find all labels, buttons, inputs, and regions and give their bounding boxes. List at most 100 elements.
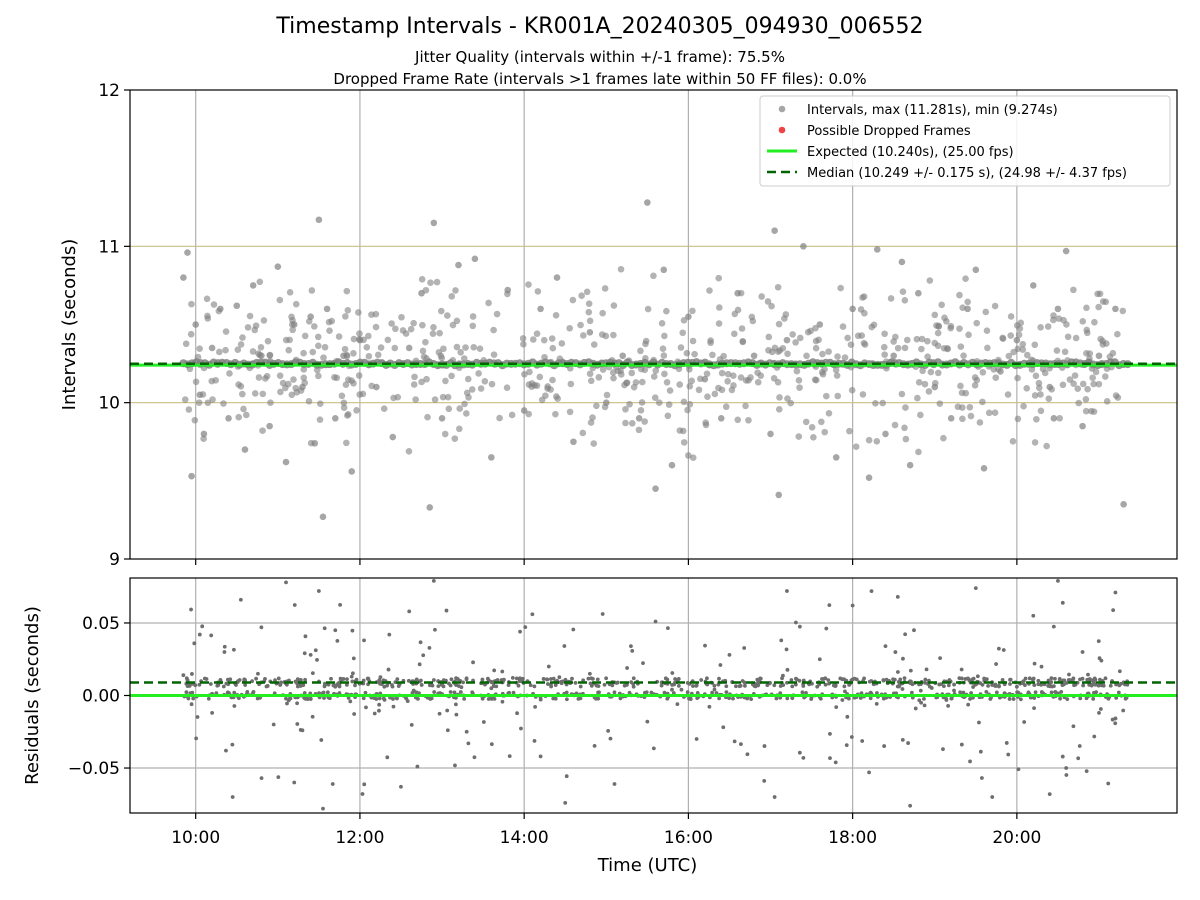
residual-point (821, 677, 826, 681)
interval-point (249, 282, 257, 289)
residual-point (1110, 717, 1115, 722)
interval-point (1023, 351, 1031, 359)
residual-point (691, 684, 695, 688)
interval-point (890, 352, 897, 360)
residual-point (319, 738, 324, 742)
residual-point (232, 704, 237, 708)
residual-point (238, 597, 243, 602)
interval-point (1056, 414, 1063, 422)
residual-point (1031, 613, 1036, 618)
residual-point (181, 673, 186, 678)
interval-point (1112, 392, 1120, 399)
residual-point (734, 684, 738, 689)
residual-point (717, 696, 722, 701)
interval-point (1014, 415, 1022, 423)
residual-point (210, 711, 215, 715)
residual-point (908, 668, 913, 673)
residual-point (485, 676, 490, 681)
residual-point (1006, 752, 1011, 757)
interval-point (626, 400, 633, 408)
interval-point (764, 298, 772, 305)
residual-point (869, 589, 874, 594)
residual-point (629, 644, 633, 649)
interval-point (617, 265, 625, 273)
residual-point (895, 594, 900, 599)
interval-point (702, 419, 709, 426)
top-ytick-label: 9 (109, 550, 120, 570)
interval-point (444, 312, 451, 319)
interval-point (1114, 330, 1121, 338)
residual-point (1087, 682, 1092, 687)
residual-point (251, 690, 256, 695)
residual-point (949, 696, 954, 701)
interval-point (477, 385, 485, 392)
residual-point (192, 641, 197, 646)
interval-point (997, 368, 1004, 375)
interval-point (311, 323, 318, 330)
interval-point (239, 334, 246, 341)
residual-point (538, 754, 543, 759)
residual-point (506, 683, 511, 688)
interval-point (536, 373, 544, 381)
interval-point (537, 305, 544, 313)
interval-point (235, 413, 243, 421)
interval-point (931, 383, 939, 391)
residual-point (1084, 769, 1089, 774)
interval-point (686, 382, 694, 390)
residual-point (337, 691, 342, 695)
interval-point (971, 382, 979, 389)
bottom-ytick-label: 0.05 (82, 614, 120, 634)
interval-point (384, 336, 392, 344)
interval-point (344, 307, 352, 314)
residual-point (978, 749, 983, 754)
residual-point (986, 683, 991, 688)
residual-point (350, 679, 355, 684)
interval-point (363, 343, 371, 351)
residual-point (743, 683, 747, 688)
interval-point (374, 351, 382, 359)
residual-point (507, 754, 512, 759)
interval-point (688, 377, 696, 385)
residual-point (893, 650, 898, 654)
residual-point (1117, 683, 1122, 688)
residual-point (549, 684, 554, 689)
interval-point (665, 401, 673, 408)
residual-point (414, 677, 419, 682)
interval-point (431, 396, 439, 403)
residual-point (828, 731, 832, 736)
residual-point (797, 678, 802, 683)
interval-point (309, 348, 317, 356)
interval-point (440, 345, 447, 353)
interval-point (652, 367, 660, 374)
residual-point (804, 691, 808, 695)
residual-point (336, 681, 341, 686)
residual-point (1060, 600, 1065, 605)
residual-point (276, 676, 281, 681)
residual-point (278, 683, 283, 687)
interval-point (1015, 331, 1023, 339)
interval-point (979, 368, 987, 376)
interval-point (554, 395, 561, 402)
interval-point (237, 383, 245, 390)
interval-point (935, 323, 943, 330)
residual-point (351, 656, 356, 661)
interval-point (1095, 352, 1103, 360)
interval-point (567, 380, 575, 388)
residual-point (197, 682, 202, 687)
residual-point (516, 683, 521, 688)
residual-point (445, 708, 450, 713)
interval-point (586, 370, 594, 378)
interval-point (558, 340, 566, 347)
residual-point (1091, 696, 1096, 701)
interval-point (1037, 391, 1044, 398)
interval-point (237, 341, 245, 348)
residual-point (345, 677, 349, 682)
residual-point (868, 696, 873, 701)
residual-point (1001, 648, 1006, 652)
interval-point (208, 377, 216, 385)
residual-point (195, 715, 200, 719)
interval-point (1053, 347, 1061, 354)
interval-point (666, 387, 674, 394)
interval-point (917, 411, 924, 419)
residual-point (958, 690, 963, 695)
